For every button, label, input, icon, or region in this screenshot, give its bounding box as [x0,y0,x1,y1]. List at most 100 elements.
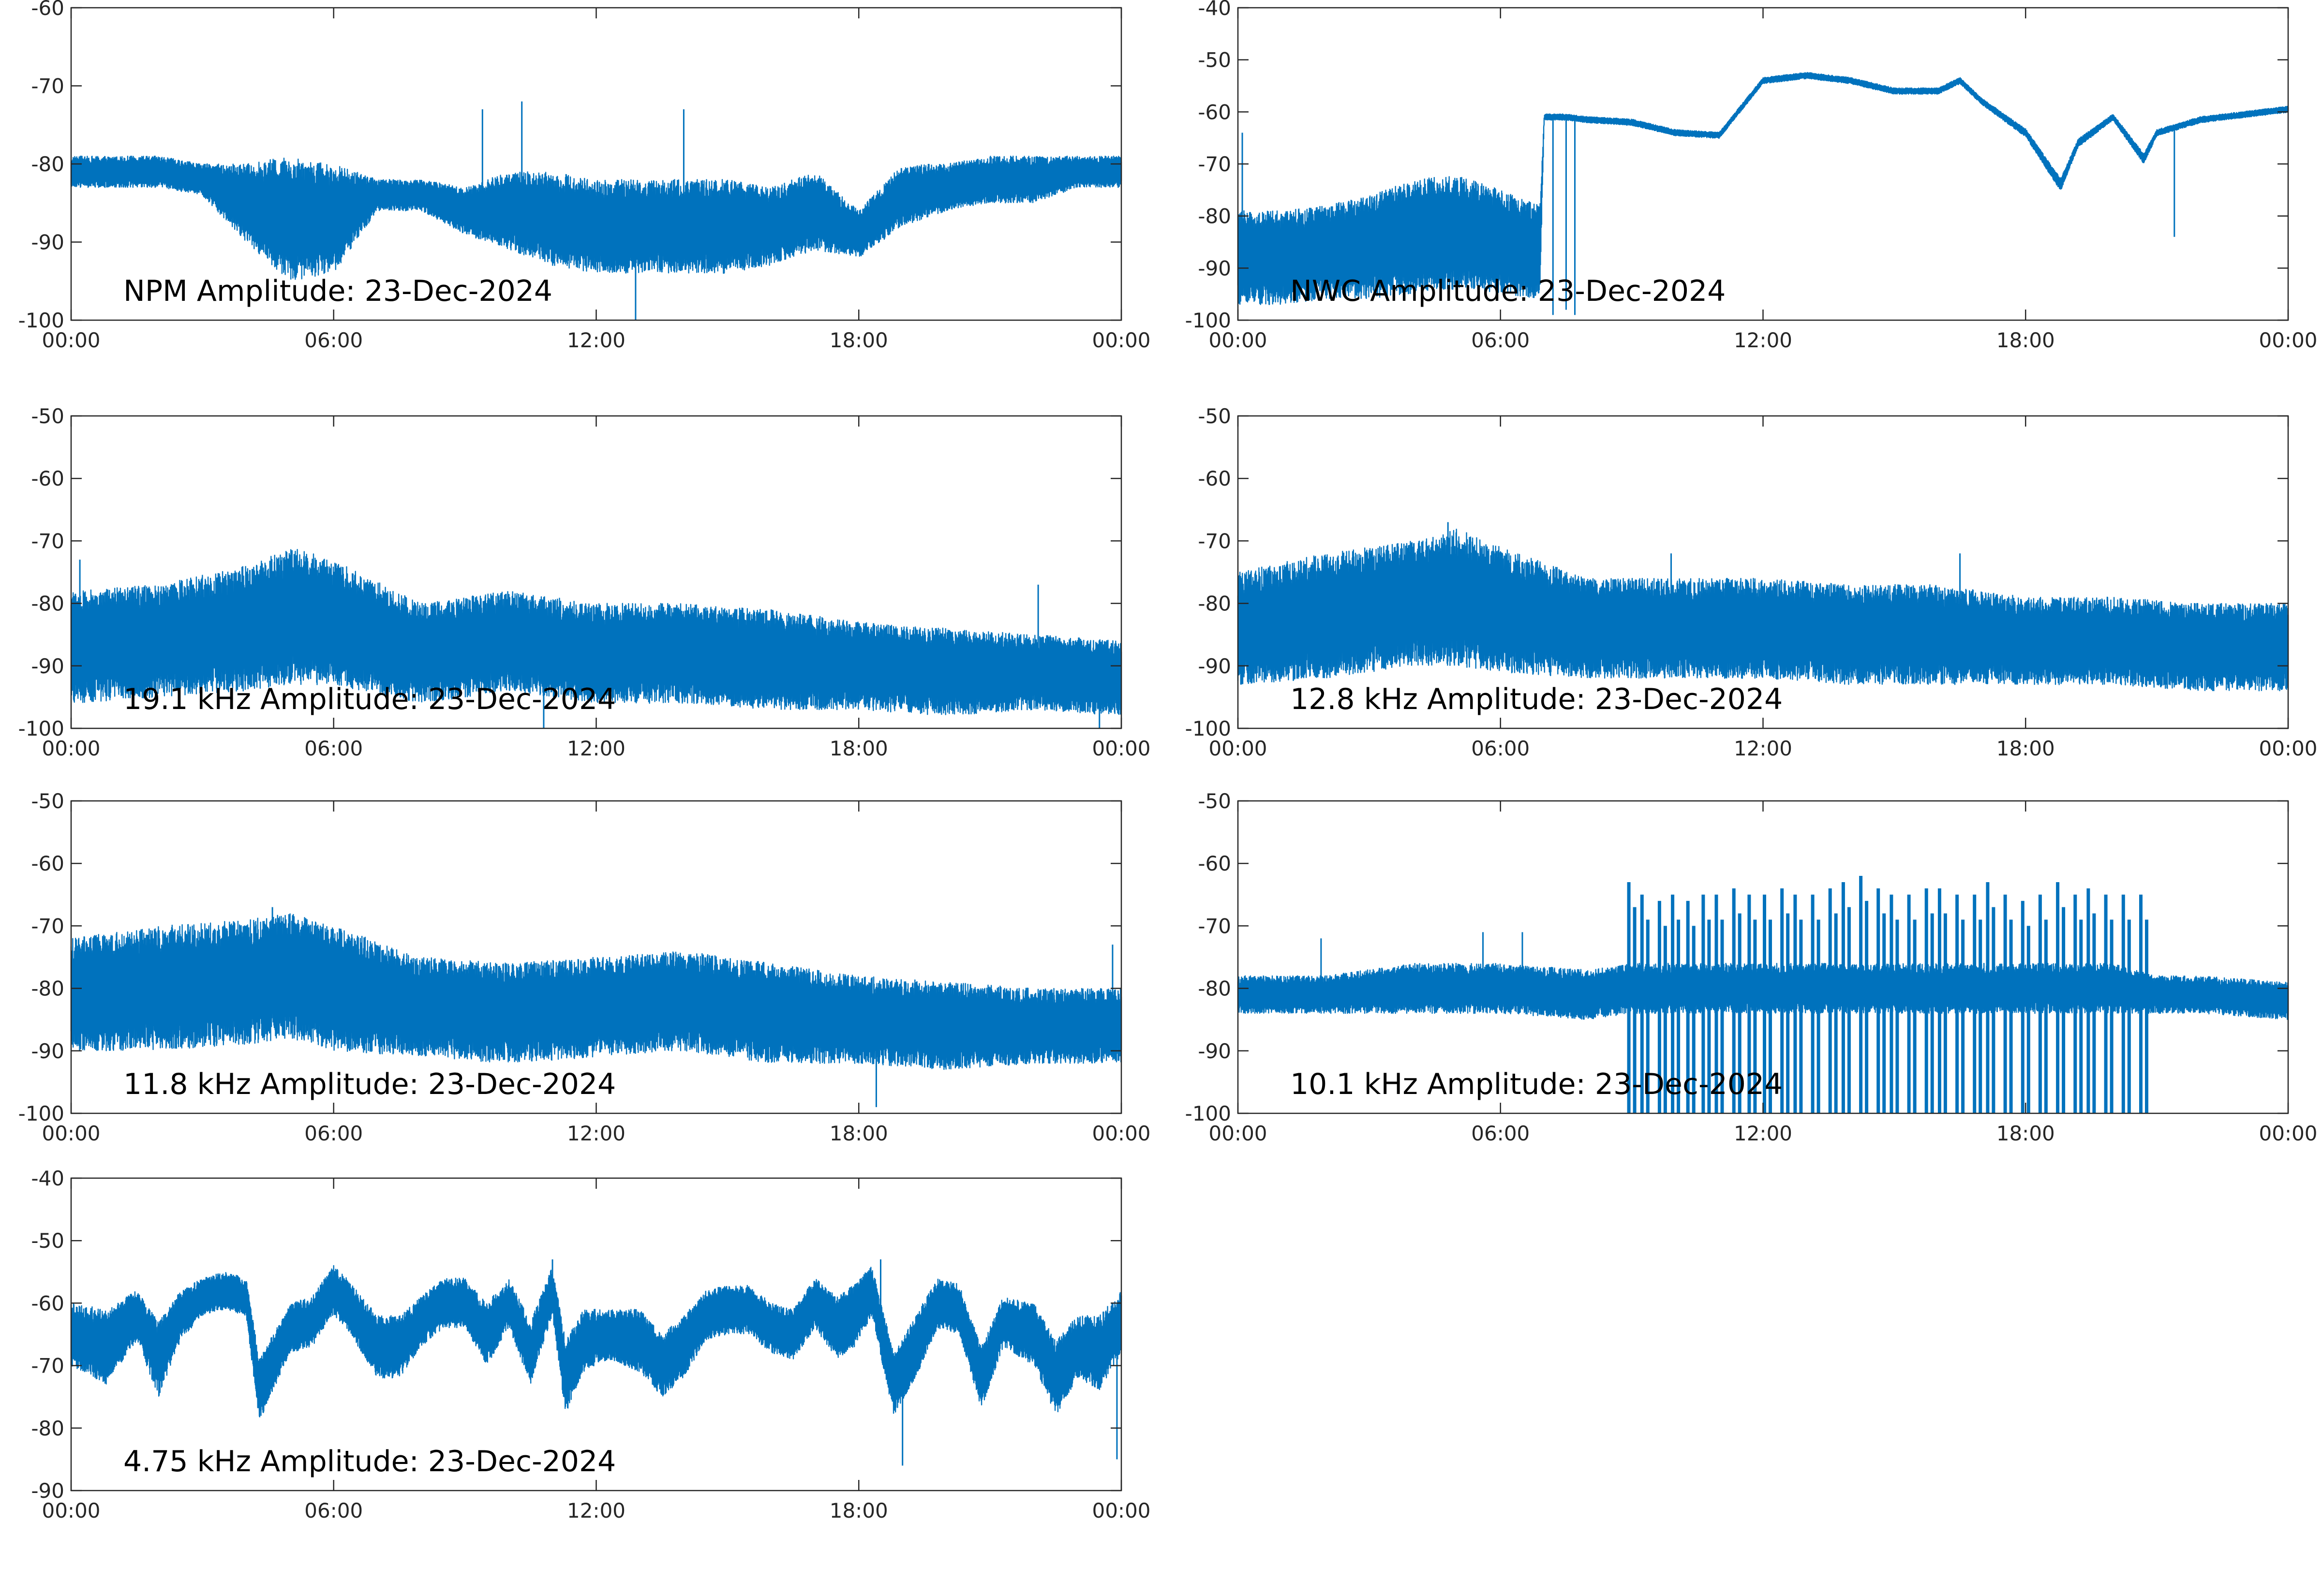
y-tick-label: -90 [1198,654,1231,678]
burst-pulse [1811,894,1820,1113]
x-tick-label: 00:00 [1092,1499,1150,1522]
x-tick-label: 00:00 [1208,328,1267,352]
x-tick-label: 00:00 [42,1122,100,1145]
burst-pulse [1859,876,1869,1113]
burst-pulse [1763,894,1772,1113]
burst-pulse [1640,894,1650,1113]
y-tick-label: -80 [31,152,64,176]
x-tick-label: 12:00 [567,1122,625,1145]
y-tick-label: -80 [1198,977,1231,1001]
x-tick-label: 12:00 [567,1499,625,1522]
burst-pulse [1686,901,1696,1113]
y-tick-label: -60 [31,1291,64,1315]
burst-pulse [1701,894,1711,1113]
burst-pulse [1732,888,1742,1113]
y-tick-label: -50 [1198,404,1231,428]
y-tick-label: -100 [1185,309,1231,332]
burst-pulse [2056,882,2066,1113]
x-tick-label: 00:00 [1208,1122,1267,1145]
y-tick-label: -40 [31,1167,64,1190]
y-tick-label: -100 [1185,717,1231,740]
y-tick-label: -60 [31,852,64,875]
signal-trace [1237,72,2289,305]
x-tick-label: 00:00 [1092,737,1150,760]
x-tick-label: 12:00 [1734,328,1792,352]
y-tick-label: -100 [18,1102,64,1125]
x-tick-label: 18:00 [830,1499,888,1522]
y-tick-label: -70 [1198,152,1231,176]
x-tick-label: 12:00 [1734,737,1792,760]
x-tick-label: 18:00 [1996,737,2055,760]
y-tick-label: -60 [31,0,64,20]
y-tick-label: -60 [1198,852,1231,875]
y-tick-label: -40 [1198,0,1231,20]
y-tick-label: -90 [31,231,64,254]
y-tick-label: -50 [31,404,64,428]
panel-title: 4.75 kHz Amplitude: 23-Dec-2024 [123,1445,616,1478]
panel-title: 19.1 kHz Amplitude: 23-Dec-2024 [123,682,616,716]
burst-pulse [1828,888,1838,1113]
x-tick-label: 00:00 [2259,328,2317,352]
y-tick-label: -50 [1198,789,1231,813]
x-tick-label: 00:00 [1208,737,1267,760]
signal-trace [1237,529,2289,692]
x-tick-label: 06:00 [1471,737,1530,760]
burst-pulse [2073,894,2083,1113]
burst-pulse [2003,894,2013,1113]
burst-pulse [1986,882,1995,1113]
panel-title: NPM Amplitude: 23-Dec-2024 [123,274,552,308]
signal-trace [70,913,1122,1070]
burst-pulse [1973,894,1982,1113]
x-tick-label: 12:00 [567,737,625,760]
x-tick-label: 18:00 [1996,328,2055,352]
y-tick-label: -90 [31,1479,64,1503]
burst-pulse [1627,882,1637,1113]
burst-pulse [1955,894,1965,1113]
x-tick-label: 00:00 [2259,1122,2317,1145]
y-tick-label: -60 [31,467,64,490]
burst-pulse [1657,901,1667,1113]
panel-title: 11.8 kHz Amplitude: 23-Dec-2024 [123,1067,616,1101]
y-tick-label: -100 [1185,1102,1231,1125]
y-tick-label: -50 [31,789,64,813]
y-tick-label: -70 [1198,914,1231,938]
y-tick-label: -50 [1198,48,1231,72]
x-tick-label: 00:00 [2259,737,2317,760]
burst-pulse [2139,894,2148,1113]
y-tick-label: -80 [1198,592,1231,616]
y-tick-label: -70 [31,529,64,553]
signal-trace [70,1265,1122,1418]
x-tick-label: 06:00 [1471,328,1530,352]
y-tick-label: -70 [31,914,64,938]
panel-title: 10.1 kHz Amplitude: 23-Dec-2024 [1290,1067,1783,1101]
burst-pulse [2104,894,2114,1113]
x-tick-label: 06:00 [304,1122,363,1145]
burst-pulse [1937,888,1947,1113]
signal-trace [70,549,1122,715]
y-tick-label: -60 [1198,467,1231,490]
y-tick-label: -100 [18,309,64,332]
burst-pulse [1714,894,1724,1113]
y-tick-label: -90 [1198,1039,1231,1063]
burst-pulse [1780,888,1790,1113]
x-tick-label: 12:00 [1734,1122,1792,1145]
x-tick-label: 06:00 [304,328,363,352]
signal-trace [70,155,1122,280]
y-tick-label: -100 [18,717,64,740]
x-tick-label: 00:00 [42,737,100,760]
x-tick-label: 00:00 [42,328,100,352]
x-tick-label: 06:00 [304,1499,363,1522]
burst-pulse [1876,888,1886,1113]
x-tick-label: 12:00 [567,328,625,352]
x-tick-label: 18:00 [1996,1122,2055,1145]
y-tick-label: -90 [31,1039,64,1063]
burst-pulse [1747,894,1757,1113]
x-tick-label: 00:00 [42,1499,100,1522]
burst-pulse [2086,888,2096,1113]
burst-pulse [2038,894,2048,1113]
